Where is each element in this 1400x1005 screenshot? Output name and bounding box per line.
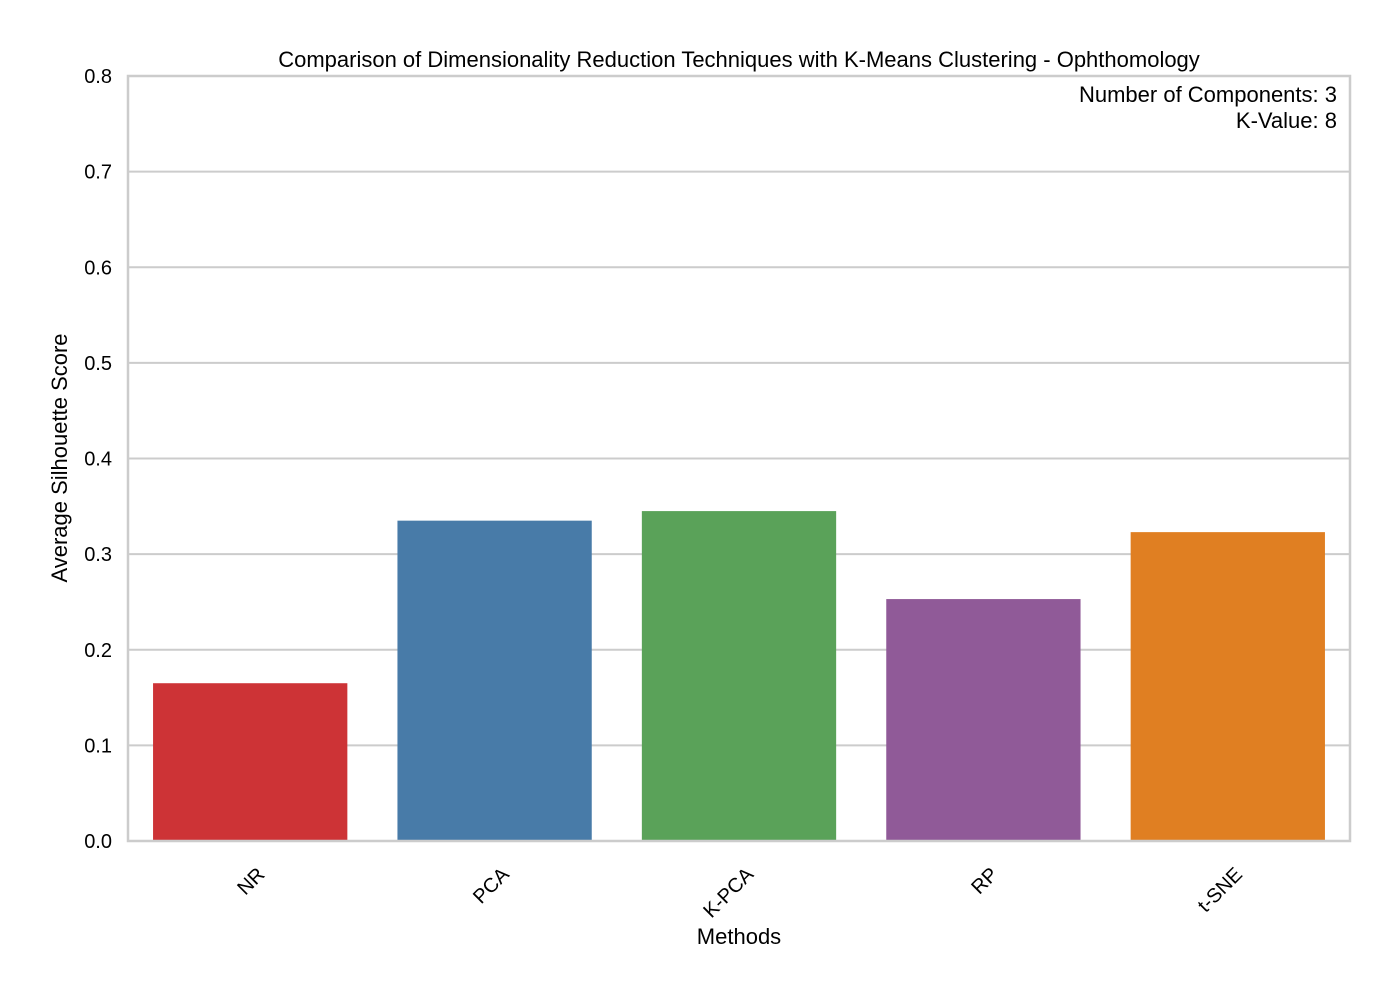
bar-t-sne	[1130, 532, 1325, 841]
x-axis-title: Methods	[697, 924, 781, 949]
bar-pca	[397, 520, 592, 841]
bar-k-pca	[641, 511, 837, 841]
x-tick-label: PCA	[469, 863, 514, 908]
x-tick-label: t-SNE	[1194, 864, 1247, 917]
annotation-components: Number of Components: 3	[1079, 82, 1337, 107]
bar-rp	[886, 599, 1081, 841]
bar-nr	[153, 683, 348, 841]
y-tick-label: 0.4	[84, 449, 112, 471]
plot-frame	[126, 74, 1352, 843]
y-tick-label: 0.1	[84, 735, 112, 757]
x-tick-label: K-PCA	[699, 863, 758, 922]
y-tick-label: 0.3	[84, 544, 112, 566]
y-tick-label: 0.0	[84, 831, 112, 853]
y-tick-label: 0.7	[84, 162, 112, 184]
bars	[153, 511, 1325, 841]
y-tick-label: 0.8	[84, 66, 112, 88]
x-tick-label: NR	[233, 864, 269, 900]
x-tick-labels: NR PCA K-PCA RP t-SNE	[233, 863, 1247, 922]
y-tick-label: 0.6	[84, 257, 112, 279]
annotation-k-value: K-Value: 8	[1236, 108, 1337, 133]
y-tick-labels: 0.0 0.1 0.2 0.3 0.4 0.5 0.6 0.7 0.8	[84, 66, 112, 853]
x-tick-label: RP	[967, 864, 1002, 899]
y-tick-label: 0.2	[84, 640, 112, 662]
y-tick-label: 0.5	[84, 353, 112, 375]
chart-title: Comparison of Dimensionality Reduction T…	[278, 47, 1200, 72]
y-axis-title: Average Silhouette Score	[47, 333, 72, 582]
